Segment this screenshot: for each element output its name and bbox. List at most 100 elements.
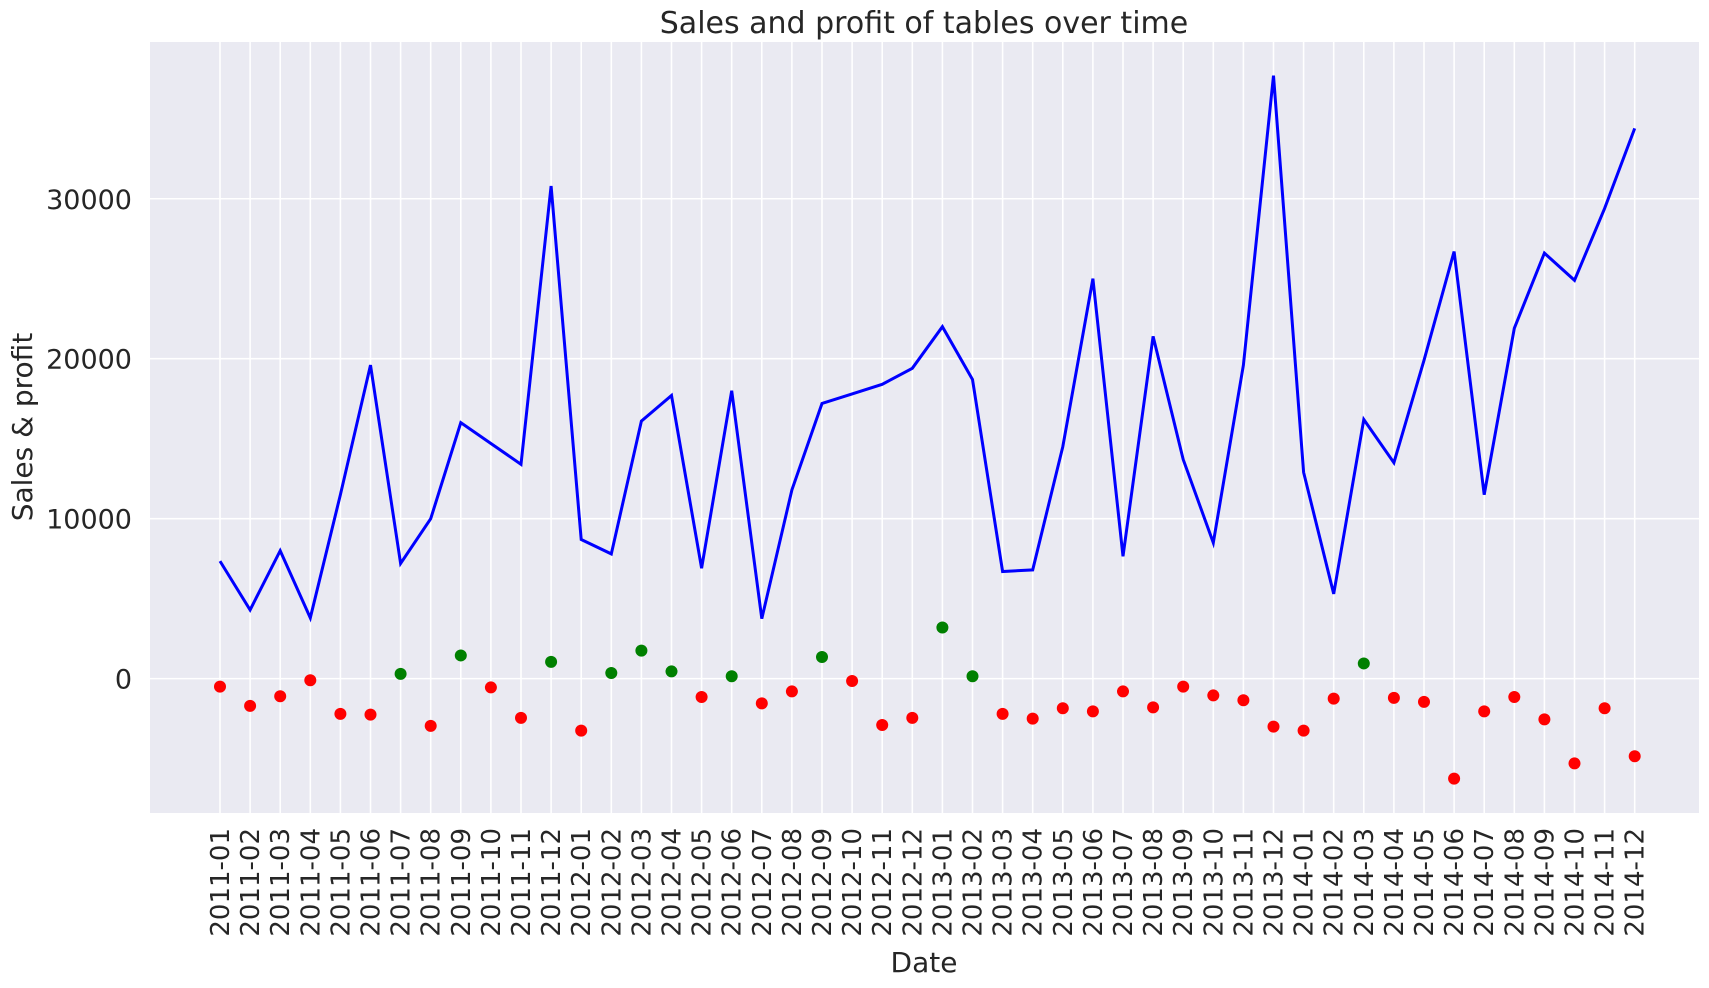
x-tick-label: 2012-04	[658, 828, 688, 937]
profit-point	[304, 674, 317, 687]
sales-line	[218, 75, 1637, 623]
profit-point	[1267, 720, 1280, 733]
x-tick-label: 2011-12	[537, 828, 567, 937]
x-tick-label: 2013-07	[1109, 828, 1139, 937]
profit-point	[755, 697, 768, 710]
x-tick-label: 2012-03	[627, 828, 657, 937]
x-tick-label: 2012-05	[688, 828, 718, 937]
profit-point	[214, 680, 226, 693]
x-tick-label: 2011-08	[417, 828, 447, 937]
profit-point	[1357, 657, 1370, 670]
x-tick-label: 2011-09	[447, 828, 477, 937]
profit-point	[1026, 712, 1039, 725]
x-tick-label: 2011-05	[326, 828, 356, 937]
x-tick-label: 2012-10	[838, 828, 868, 937]
plot-area	[150, 42, 1699, 813]
y-axis-label: Sales & profit	[6, 333, 39, 522]
x-tick-label: 2013-04	[1019, 828, 1049, 937]
x-tick-label: 2014-07	[1470, 828, 1500, 937]
x-tick-label: 2013-10	[1199, 828, 1229, 937]
profit-point	[695, 691, 708, 704]
x-tick-label: 2013-12	[1260, 828, 1290, 937]
profit-point	[545, 655, 558, 668]
x-tick-label: 2014-12	[1621, 828, 1651, 937]
profit-point	[1237, 694, 1250, 707]
profit-point	[1598, 702, 1611, 715]
profit-point	[1086, 705, 1099, 718]
profit-point	[1628, 750, 1641, 763]
x-tick-label: 2013-02	[959, 828, 989, 937]
y-tick-label: 0	[115, 665, 132, 696]
x-tick-label: 2011-03	[266, 828, 296, 937]
y-tick-label: 30000	[46, 185, 132, 216]
x-tick-label: 2014-04	[1380, 828, 1410, 937]
profit-point	[1117, 685, 1129, 698]
profit-point	[274, 690, 287, 703]
y-tick-label: 20000	[46, 345, 132, 376]
profit-point	[1448, 772, 1461, 785]
x-tick-label: 2011-10	[477, 828, 507, 937]
profit-point	[364, 708, 377, 721]
x-tick-label: 2011-01	[206, 828, 236, 937]
x-tick-label: 2012-12	[898, 828, 928, 937]
x-tick-label: 2011-11	[507, 828, 537, 937]
profit-point	[996, 707, 1009, 720]
y-axis-ticks: 0 10000 20000 30000	[46, 185, 132, 696]
profit-point	[1538, 713, 1551, 726]
profit-point	[816, 651, 828, 664]
sales-series	[218, 75, 1637, 623]
profit-point	[876, 719, 889, 732]
profit-series	[214, 621, 1641, 785]
profit-point	[1056, 702, 1069, 715]
x-tick-label: 2014-08	[1500, 828, 1530, 937]
profit-point	[1478, 705, 1491, 718]
profit-point	[454, 649, 467, 662]
x-tick-label: 2013-11	[1229, 828, 1259, 937]
profit-point	[515, 711, 527, 724]
profit-point	[1177, 680, 1190, 693]
profit-point	[575, 724, 588, 737]
x-tick-label: 2014-09	[1530, 828, 1560, 937]
profit-point	[966, 670, 979, 683]
profit-point	[394, 667, 407, 680]
x-tick-label: 2014-03	[1350, 828, 1380, 937]
x-tick-label: 2013-01	[928, 828, 958, 937]
profit-point	[1297, 724, 1310, 737]
profit-point	[846, 675, 859, 688]
x-tick-label: 2013-05	[1049, 828, 1079, 937]
profit-point	[244, 699, 257, 712]
x-tick-label: 2012-02	[597, 828, 627, 937]
profit-point	[334, 707, 347, 720]
profit-point	[1327, 692, 1340, 705]
x-tick-label: 2014-11	[1591, 828, 1621, 937]
x-tick-label: 2012-08	[778, 828, 808, 937]
x-tick-label: 2013-09	[1169, 828, 1199, 937]
x-tick-label: 2014-10	[1561, 828, 1591, 937]
profit-point	[1207, 689, 1220, 702]
x-tick-label: 2012-01	[567, 828, 597, 937]
profit-point	[1568, 757, 1581, 770]
profit-point	[936, 621, 949, 634]
profit-point	[1147, 701, 1160, 714]
x-tick-label: 2013-08	[1139, 828, 1169, 937]
x-tick-label: 2014-02	[1320, 828, 1350, 937]
profit-point	[635, 644, 648, 657]
profit-point	[1387, 691, 1400, 704]
x-tick-label: 2011-04	[296, 828, 326, 937]
x-axis-label: Date	[891, 946, 958, 979]
x-tick-label: 2011-07	[387, 828, 417, 937]
x-tick-label: 2014-01	[1290, 828, 1320, 937]
x-tick-label: 2011-02	[236, 828, 266, 937]
y-tick-label: 10000	[46, 505, 132, 536]
x-tick-label: 2012-09	[808, 828, 838, 937]
profit-point	[785, 685, 798, 698]
x-tick-label: 2013-03	[989, 828, 1019, 937]
profit-point	[484, 681, 497, 694]
profit-point	[665, 665, 678, 678]
x-tick-label: 2014-05	[1410, 828, 1440, 937]
chart-title: Sales and profit of tables over time	[660, 6, 1188, 41]
profit-point	[1508, 691, 1521, 704]
x-tick-label: 2013-06	[1079, 828, 1109, 937]
profit-point	[725, 670, 738, 683]
